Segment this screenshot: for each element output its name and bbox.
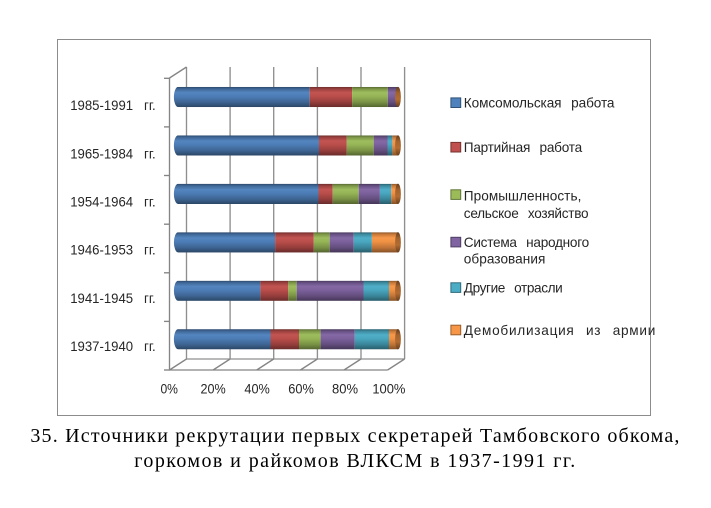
svg-text:Демобилизация из армии: Демобилизация из армии [464, 323, 656, 338]
svg-text:Комсомольская работа: Комсомольская работа [464, 96, 615, 111]
svg-text:образования: образования [464, 251, 546, 266]
svg-text:20%: 20% [201, 382, 227, 398]
svg-text:1946-1953 гг.: 1946-1953 гг. [70, 243, 156, 259]
svg-text:1941-1945 гг.: 1941-1945 гг. [70, 291, 156, 307]
svg-text:Партийная работа: Партийная работа [464, 140, 583, 155]
svg-text:0%: 0% [160, 382, 178, 398]
svg-text:1965-1984 гг.: 1965-1984 гг. [70, 146, 156, 162]
svg-text:1937-1940 гг.: 1937-1940 гг. [70, 339, 156, 355]
svg-text:60%: 60% [288, 382, 314, 398]
svg-text:1954-1964 гг.: 1954-1964 гг. [70, 195, 156, 211]
svg-text:Система народного: Система народного [464, 235, 589, 250]
svg-text:40%: 40% [244, 382, 270, 398]
svg-text:Другие отрасли: Другие отрасли [464, 280, 563, 295]
svg-text:сельское хозяйство: сельское хозяйство [464, 206, 588, 221]
svg-text:80%: 80% [332, 382, 358, 398]
svg-text:100%: 100% [372, 382, 405, 398]
svg-text:1985-1991 гг.: 1985-1991 гг. [70, 98, 156, 114]
svg-text:Промышленность,: Промышленность, [464, 188, 582, 203]
